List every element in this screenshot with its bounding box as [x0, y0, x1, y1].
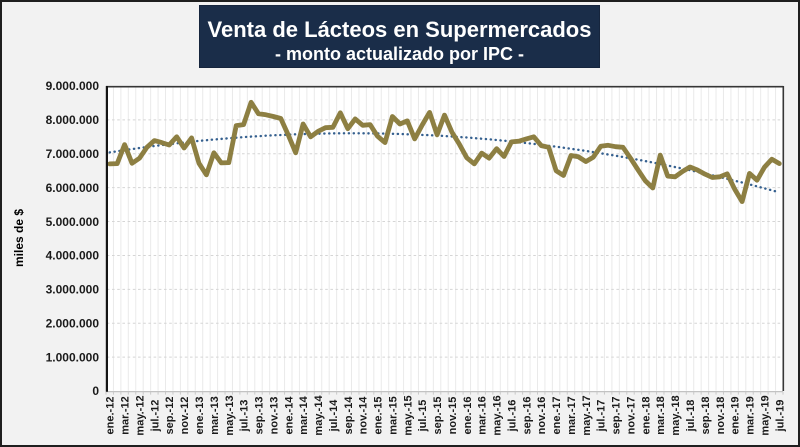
- svg-text:2.000.000: 2.000.000: [46, 316, 100, 330]
- svg-text:8.000.000: 8.000.000: [46, 113, 100, 127]
- svg-text:nov.-14: nov.-14: [358, 396, 370, 435]
- svg-text:sep.-14: sep.-14: [343, 396, 355, 435]
- svg-text:may.-14: may.-14: [313, 395, 325, 436]
- svg-text:3.000.000: 3.000.000: [46, 283, 100, 297]
- svg-text:mar.-16: mar.-16: [477, 396, 489, 435]
- svg-text:jul.-17: jul.-17: [596, 400, 608, 433]
- svg-text:sep.-13: sep.-13: [254, 397, 266, 435]
- svg-text:5.000.000: 5.000.000: [46, 215, 100, 229]
- svg-text:ene.-17: ene.-17: [551, 397, 563, 435]
- svg-text:ene.-16: ene.-16: [462, 397, 474, 435]
- svg-text:4.000.000: 4.000.000: [46, 249, 100, 263]
- svg-text:mar.-18: mar.-18: [655, 396, 667, 435]
- svg-text:mar.-15: mar.-15: [387, 396, 399, 435]
- svg-text:0: 0: [92, 384, 99, 398]
- svg-text:sep.-12: sep.-12: [164, 397, 176, 435]
- svg-text:ene.-18: ene.-18: [640, 397, 652, 435]
- svg-text:nov.-13: nov.-13: [268, 397, 280, 435]
- svg-text:sep.-15: sep.-15: [432, 397, 444, 435]
- svg-text:mar.-12: mar.-12: [120, 396, 132, 435]
- svg-text:may.-12: may.-12: [135, 395, 147, 435]
- svg-text:mar.-17: mar.-17: [566, 396, 578, 435]
- svg-text:mar.-13: mar.-13: [209, 396, 221, 435]
- svg-text:9.000.000: 9.000.000: [46, 79, 100, 93]
- svg-text:jul.-19: jul.-19: [774, 400, 786, 433]
- svg-text:sep.-18: sep.-18: [700, 397, 712, 435]
- svg-text:6.000.000: 6.000.000: [46, 181, 100, 195]
- svg-text:jul.-16: jul.-16: [507, 400, 519, 433]
- svg-text:ene.-15: ene.-15: [373, 397, 385, 435]
- svg-text:nov.-12: nov.-12: [179, 397, 191, 435]
- svg-text:may.-16: may.-16: [492, 395, 504, 435]
- svg-text:7.000.000: 7.000.000: [46, 147, 100, 161]
- svg-text:jul.-13: jul.-13: [239, 400, 251, 433]
- svg-text:jul.-12: jul.-12: [149, 400, 161, 433]
- svg-text:ene.-14: ene.-14: [283, 396, 295, 435]
- svg-text:nov.-17: nov.-17: [626, 397, 638, 435]
- svg-text:nov.-16: nov.-16: [536, 397, 548, 435]
- svg-text:jul.-14: jul.-14: [328, 399, 340, 433]
- svg-text:jul.-18: jul.-18: [685, 400, 697, 433]
- svg-text:may.-19: may.-19: [759, 395, 771, 435]
- svg-text:may.-13: may.-13: [224, 395, 236, 435]
- svg-text:nov.-18: nov.-18: [715, 397, 727, 435]
- svg-text:1.000.000: 1.000.000: [46, 350, 100, 364]
- svg-text:may.-18: may.-18: [670, 395, 682, 435]
- svg-text:sep.-17: sep.-17: [611, 397, 623, 435]
- svg-text:ene.-19: ene.-19: [730, 397, 742, 435]
- svg-text:may.-15: may.-15: [402, 395, 414, 435]
- svg-text:may.-17: may.-17: [581, 395, 593, 435]
- svg-text:mar.-14: mar.-14: [298, 395, 310, 434]
- svg-text:mar.-19: mar.-19: [745, 396, 757, 435]
- svg-text:ene.-12: ene.-12: [105, 397, 117, 435]
- svg-text:nov.-15: nov.-15: [447, 397, 459, 435]
- svg-text:sep.-16: sep.-16: [521, 397, 533, 435]
- svg-text:ene.-13: ene.-13: [194, 397, 206, 435]
- svg-text:jul.-15: jul.-15: [417, 400, 429, 433]
